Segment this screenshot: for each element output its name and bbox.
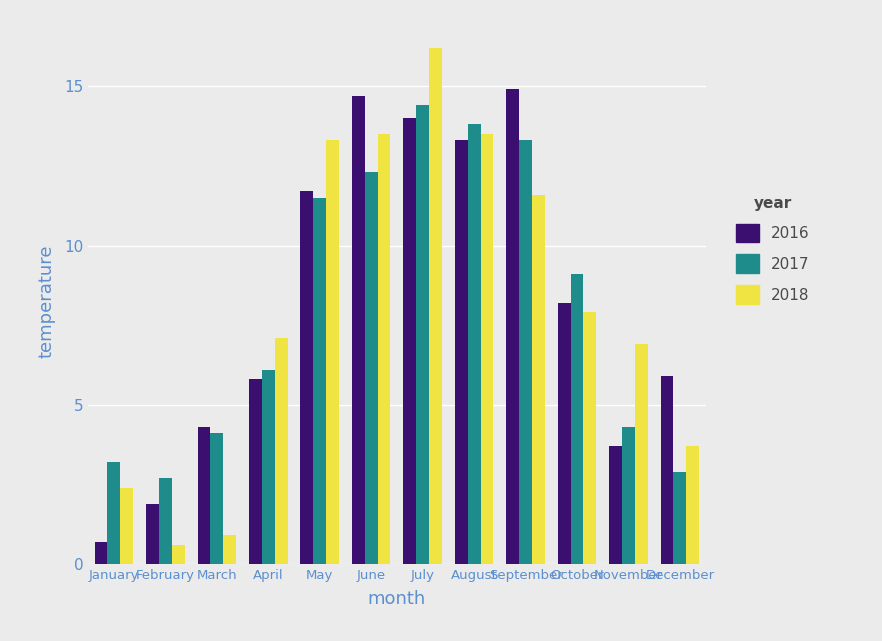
Bar bbox=[172, 545, 184, 564]
Bar bbox=[622, 427, 635, 564]
Bar bbox=[532, 195, 545, 564]
Legend: 2016, 2017, 2018: 2016, 2017, 2018 bbox=[727, 187, 818, 313]
Bar bbox=[557, 303, 571, 564]
Bar bbox=[326, 140, 339, 564]
Bar bbox=[120, 488, 133, 564]
Bar bbox=[313, 197, 326, 564]
Bar bbox=[519, 140, 532, 564]
Bar bbox=[262, 370, 274, 564]
Bar bbox=[249, 379, 262, 564]
Bar bbox=[571, 274, 583, 564]
Bar bbox=[211, 433, 223, 564]
Bar bbox=[429, 48, 442, 564]
Bar bbox=[352, 96, 365, 564]
Bar bbox=[146, 504, 159, 564]
Bar bbox=[274, 338, 288, 564]
Bar bbox=[635, 344, 647, 564]
Bar bbox=[686, 446, 699, 564]
Bar bbox=[455, 140, 467, 564]
Bar bbox=[481, 134, 493, 564]
X-axis label: month: month bbox=[368, 590, 426, 608]
Y-axis label: temperature: temperature bbox=[38, 244, 56, 358]
Bar bbox=[365, 172, 377, 564]
Bar bbox=[403, 118, 416, 564]
Bar bbox=[609, 446, 622, 564]
Bar bbox=[108, 462, 120, 564]
Bar bbox=[159, 478, 172, 564]
Bar bbox=[467, 124, 481, 564]
Bar bbox=[223, 535, 236, 564]
Bar bbox=[661, 376, 674, 564]
Bar bbox=[94, 542, 108, 564]
Bar bbox=[377, 134, 391, 564]
Bar bbox=[301, 192, 313, 564]
Bar bbox=[506, 90, 519, 564]
Bar bbox=[198, 427, 211, 564]
Bar bbox=[674, 472, 686, 564]
Bar bbox=[583, 312, 596, 564]
Bar bbox=[416, 105, 429, 564]
